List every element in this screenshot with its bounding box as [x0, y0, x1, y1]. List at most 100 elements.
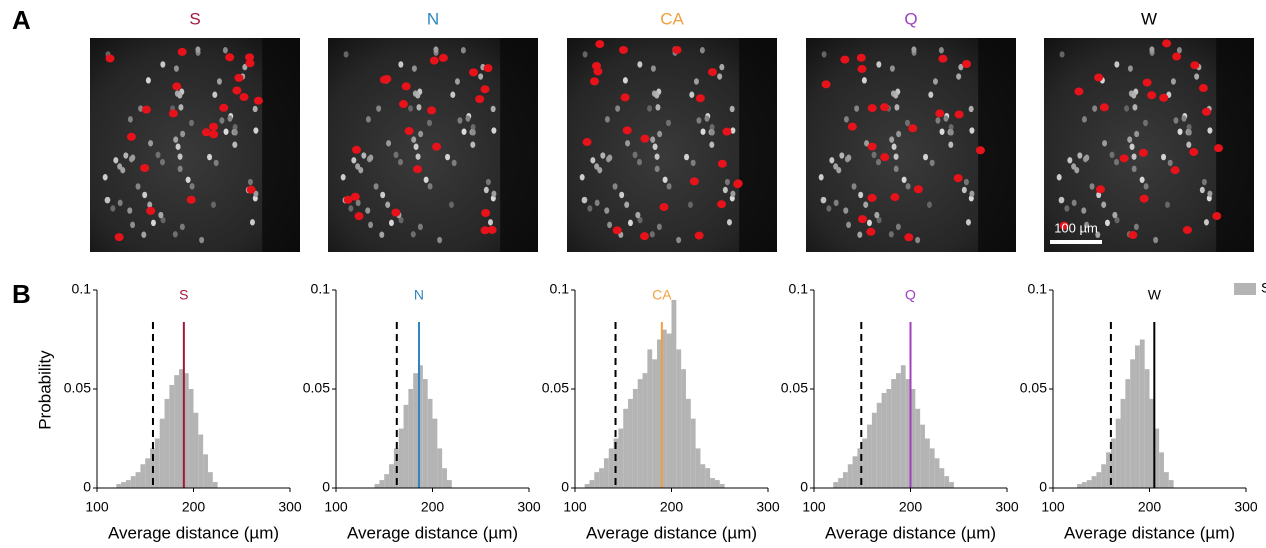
histogram-bar	[437, 448, 443, 488]
histogram-bar	[647, 349, 653, 488]
cell	[726, 219, 732, 226]
histogram-bar	[188, 389, 194, 488]
cell	[365, 116, 371, 123]
histogram-bar	[924, 438, 930, 488]
cell	[654, 92, 660, 99]
cell	[863, 201, 869, 208]
cell	[393, 151, 399, 159]
cell	[637, 158, 643, 166]
cell	[1081, 116, 1087, 123]
labeled-cell	[890, 193, 900, 202]
histogram-bar	[1096, 472, 1102, 488]
histogram-bar	[934, 458, 940, 488]
cell	[662, 176, 668, 183]
labeled-cell	[622, 126, 632, 135]
cell	[1131, 153, 1137, 160]
cell	[177, 92, 183, 99]
image-shadow	[739, 38, 777, 252]
cell	[135, 183, 141, 190]
histogram-bar	[1125, 379, 1131, 488]
cell	[232, 124, 238, 131]
histogram-bar	[939, 468, 945, 488]
cell	[821, 51, 827, 58]
labeled-cell	[177, 47, 187, 56]
labeled-cell	[1099, 103, 1109, 112]
histogram-bar	[685, 398, 691, 488]
cell	[833, 199, 839, 207]
cell	[130, 221, 136, 229]
labeled-cell	[469, 68, 479, 77]
histogram-bar	[1135, 345, 1140, 488]
x-tick-label: 200	[421, 499, 445, 515]
histogram-bar	[1077, 484, 1082, 488]
cell	[904, 119, 910, 127]
cell	[398, 216, 404, 224]
cell	[127, 116, 133, 123]
cell	[893, 153, 899, 160]
labeled-cell	[350, 192, 360, 201]
cell	[929, 159, 935, 167]
histogram-bar	[857, 448, 863, 488]
y-tick-label: 0	[1039, 479, 1047, 495]
cell	[1096, 191, 1102, 199]
labeled-cell	[840, 55, 850, 64]
cell	[1199, 186, 1205, 194]
cell	[113, 157, 119, 164]
labeled-cell	[1201, 107, 1211, 116]
image-title: W	[1141, 9, 1157, 28]
labeled-cell	[398, 100, 408, 109]
cell	[1133, 223, 1139, 231]
labeled-cell	[722, 127, 732, 136]
labeled-cell	[172, 82, 182, 91]
labeled-cell	[245, 53, 255, 62]
cell	[943, 115, 949, 122]
labeled-cell	[1182, 225, 1192, 234]
histogram-bar	[618, 428, 624, 488]
labeled-cell	[935, 109, 945, 118]
labeled-cell	[391, 208, 401, 217]
legend-label: Shuffle	[1261, 280, 1266, 296]
cell	[1059, 196, 1065, 204]
x-tick-label: 200	[182, 499, 206, 515]
cell	[423, 176, 429, 183]
labeled-cell	[1096, 185, 1106, 194]
cell	[1181, 115, 1187, 122]
cell	[105, 196, 111, 204]
cell	[355, 199, 361, 207]
cell	[843, 207, 849, 214]
panel-label: B	[12, 279, 31, 309]
cell	[690, 159, 696, 167]
cell	[627, 219, 633, 227]
x-tick-label: 100	[563, 499, 587, 515]
labeled-cell	[105, 54, 115, 63]
cell	[478, 73, 484, 80]
image-title: CA	[660, 9, 684, 28]
cell	[935, 117, 941, 124]
histogram-bar	[116, 484, 122, 488]
cell	[1059, 51, 1065, 58]
labeled-cell	[354, 212, 364, 221]
labeled-cell	[938, 54, 948, 63]
cell	[142, 191, 148, 199]
histogram-bar	[389, 464, 394, 488]
histogram-bar	[594, 472, 600, 488]
cell	[864, 140, 870, 147]
y-tick-label: 0	[800, 479, 808, 495]
image-title: S	[189, 9, 200, 28]
y-tick-label: 0.1	[1028, 281, 1048, 297]
cell	[893, 92, 899, 99]
cell	[470, 141, 476, 148]
cell	[173, 136, 179, 143]
x-tick-label: 300	[756, 499, 780, 515]
labeled-cell	[1074, 87, 1084, 96]
cell	[417, 223, 423, 231]
chart-title: S	[179, 287, 188, 303]
cell	[604, 207, 610, 214]
labeled-cell	[225, 53, 235, 62]
histogram-bar	[193, 412, 199, 488]
labeled-cell	[427, 106, 437, 115]
labeled-cell	[880, 153, 890, 162]
histogram-bar	[666, 333, 672, 488]
cell	[1109, 151, 1115, 159]
histogram-bar	[1149, 398, 1155, 488]
